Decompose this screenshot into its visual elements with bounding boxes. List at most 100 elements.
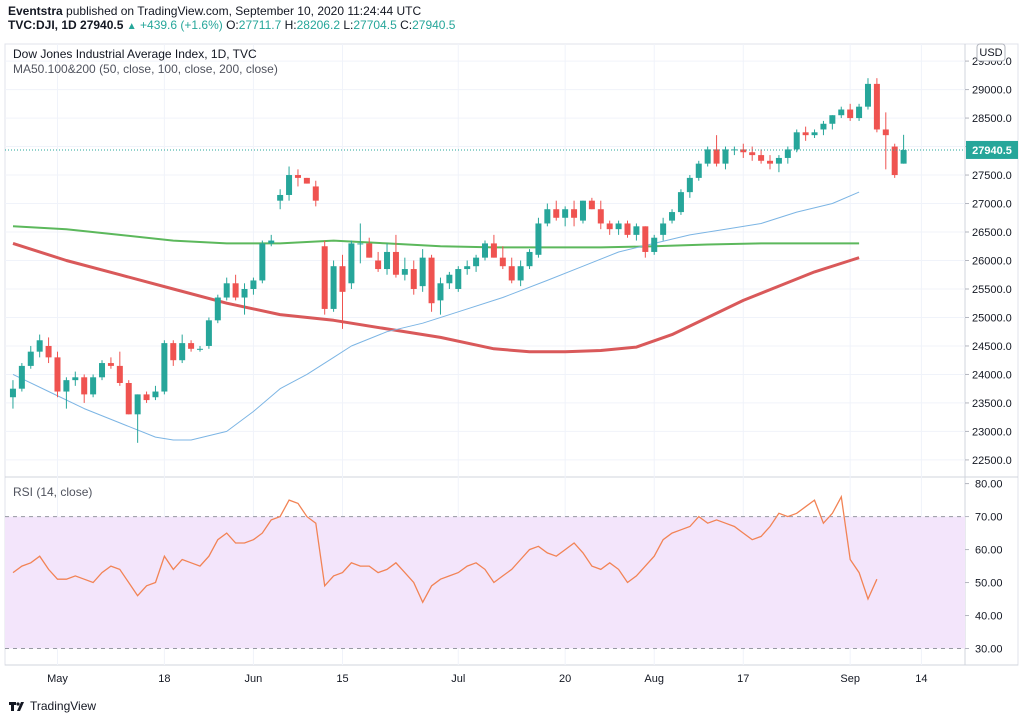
- candle-body: [588, 200, 595, 210]
- change-value: +439.6 (+1.6%): [140, 18, 223, 32]
- rsi-tick-label: 60.00: [975, 545, 1003, 557]
- candle-body: [571, 209, 578, 218]
- price-tick-label: 27000.0: [972, 199, 1012, 211]
- candle-body: [36, 340, 43, 352]
- time-tick-label: 18: [158, 673, 170, 685]
- time-tick-label: 20: [559, 673, 571, 685]
- symbol-line: TVC:DJI, 1D 27940.5 ▲ +439.6 (+1.6%) O:2…: [8, 18, 455, 32]
- time-tick-label: Jul: [451, 673, 465, 685]
- candle-body: [891, 146, 898, 176]
- candle-body: [517, 266, 524, 281]
- chart-canvas[interactable]: 22500.0 23000.0 23500.0 24000.0 24500.0 25000…: [0, 36, 1024, 692]
- moving-averages: [12, 191, 860, 441]
- price-tick-label: 24000.0: [972, 369, 1012, 381]
- candle-body: [134, 394, 141, 415]
- candle-body: [686, 177, 693, 193]
- low-label: L:: [343, 18, 354, 32]
- candle-body: [63, 380, 70, 392]
- candle-body: [223, 283, 230, 298]
- price-tick-label: 25000.0: [972, 312, 1012, 324]
- time-tick-label: 17: [737, 673, 749, 685]
- candle-body: [749, 152, 756, 156]
- candle-body: [482, 243, 488, 258]
- price-tick-label: 24500.0: [972, 341, 1012, 353]
- candle-body: [107, 363, 114, 366]
- currency-label: USD: [979, 47, 1002, 59]
- candle-body: [900, 149, 907, 164]
- candle-body: [633, 226, 640, 235]
- candle-body: [473, 257, 480, 267]
- rsi-tick-label: 80.00: [975, 479, 1003, 491]
- candle-body: [401, 269, 408, 275]
- candle-body: [651, 237, 658, 252]
- candle-body: [45, 345, 52, 358]
- candle-body: [419, 257, 426, 287]
- candle-body: [259, 243, 266, 281]
- candle-body: [54, 357, 61, 392]
- ma-indicator-label: MA50.100&200 (50, close, 100, close, 200…: [13, 62, 278, 76]
- currency-badge[interactable]: [976, 43, 1006, 62]
- ma200-line: [12, 241, 860, 354]
- publish-line: Eventstra published on TradingView.com, …: [8, 4, 421, 18]
- last-price: 27940.5: [80, 18, 124, 32]
- candle-body: [722, 149, 729, 164]
- candle-body: [348, 243, 355, 284]
- candle-body: [526, 251, 533, 267]
- candle-body: [490, 243, 497, 258]
- candle-body: [597, 209, 604, 224]
- candle-body: [196, 348, 203, 350]
- low-value: 27704.5: [353, 18, 397, 32]
- footer-brand: TradingView: [30, 699, 97, 713]
- price-tick-label: 27500.0: [972, 170, 1012, 182]
- candle-body: [535, 223, 542, 255]
- candle-body: [392, 251, 399, 275]
- candle-body: [464, 266, 471, 270]
- candle-body: [882, 129, 889, 136]
- rsi-tick-label: 50.00: [975, 578, 1003, 590]
- candle-body: [428, 257, 435, 304]
- candle-body: [205, 320, 212, 346]
- high-value: 28206.2: [296, 18, 340, 32]
- candle-body: [847, 109, 854, 119]
- candle-body: [116, 365, 123, 383]
- candle-body: [232, 283, 239, 298]
- candle-body: [775, 157, 782, 164]
- candle-body: [268, 240, 275, 244]
- candle-body: [811, 132, 818, 136]
- candle-body: [695, 163, 702, 178]
- price-tick-label: 29000.0: [972, 85, 1012, 97]
- candle-body: [188, 343, 195, 349]
- candle-body: [508, 266, 515, 281]
- candle-body: [713, 149, 720, 164]
- candle-body: [864, 83, 871, 107]
- candle-body: [856, 106, 863, 119]
- rsi-tick-label: 70.00: [975, 512, 1003, 524]
- candle-body: [704, 149, 711, 164]
- candle-body: [615, 223, 622, 230]
- open-label: O:: [226, 18, 239, 32]
- tradingview-logo-icon: [9, 702, 24, 711]
- rsi-tick-label: 30.00: [975, 644, 1003, 656]
- candle-body: [793, 132, 800, 150]
- candle-body: [241, 288, 248, 298]
- close-label: C:: [400, 18, 413, 32]
- time-tick-label: 15: [336, 673, 348, 685]
- candle-body: [125, 382, 132, 415]
- candle-body: [27, 351, 34, 366]
- time-tick-label: Aug: [644, 673, 664, 685]
- rsi-pane[interactable]: [5, 494, 965, 650]
- candle-body: [152, 391, 159, 398]
- price-tick-label: 23000.0: [972, 426, 1012, 438]
- up-arrow-icon: ▲: [126, 21, 137, 32]
- time-tick-label: Jun: [245, 673, 263, 685]
- candles[interactable]: [9, 78, 907, 443]
- candle-body: [384, 251, 391, 270]
- rsi-band: [5, 516, 965, 649]
- publisher-name[interactable]: Eventstra: [8, 4, 63, 18]
- candle-body: [375, 260, 382, 270]
- candle-body: [294, 175, 301, 178]
- last-price-badge: [966, 140, 1018, 159]
- time-tick-label: May: [47, 673, 68, 685]
- candle-body: [90, 377, 97, 395]
- candle-body: [579, 200, 586, 221]
